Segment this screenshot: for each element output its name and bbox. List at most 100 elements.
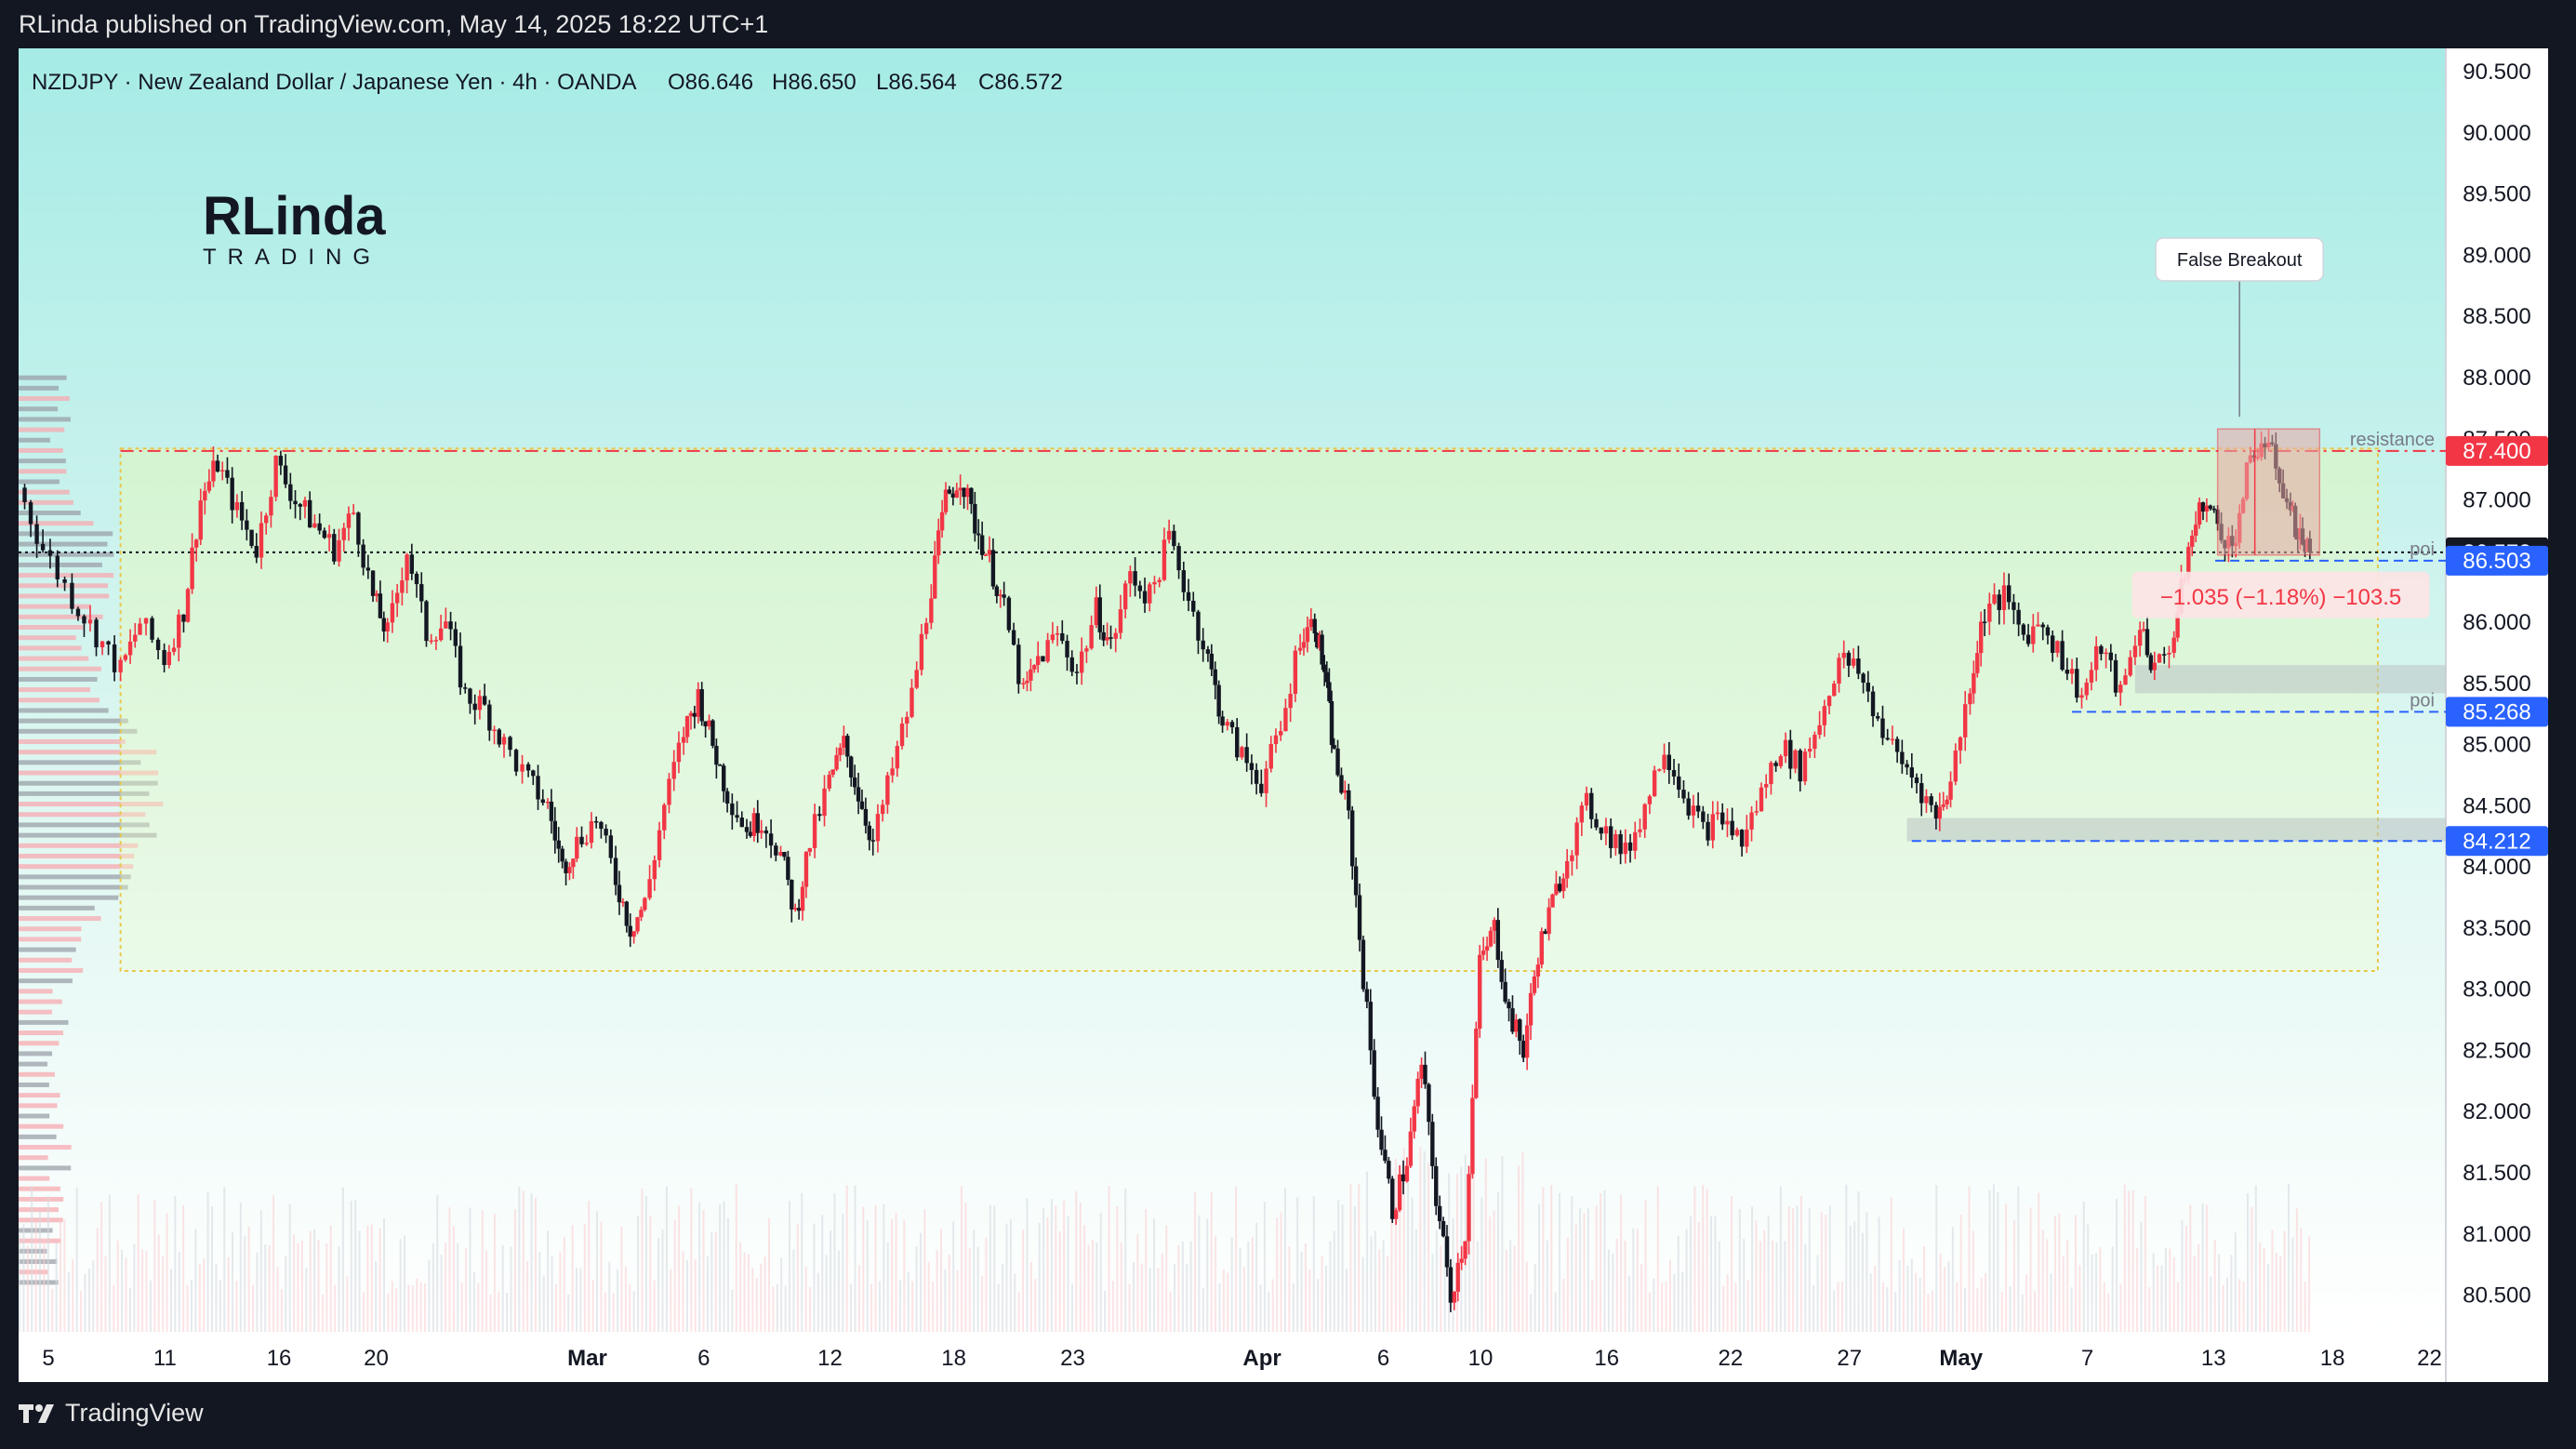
volume-bar (2259, 1242, 2262, 1332)
candle-body (803, 851, 809, 887)
volume-bar (419, 1282, 422, 1332)
volume-bar (2279, 1256, 2282, 1332)
volume-bar (1759, 1241, 1761, 1332)
volume-bar (2169, 1248, 2171, 1332)
candle-body (1079, 651, 1084, 673)
volume-bar (1653, 1278, 1655, 1332)
volume-bar (1746, 1280, 1749, 1332)
volume-bar (1816, 1255, 1819, 1332)
short-position-box[interactable] (2216, 428, 2321, 556)
candle-body (177, 614, 181, 648)
candle-body (82, 616, 86, 624)
candle-body (1029, 669, 1033, 681)
volume-bar (280, 1288, 283, 1332)
volume-bar (223, 1187, 226, 1332)
time-tick-label: 16 (1594, 1346, 1619, 1371)
candle-body (2016, 609, 2021, 625)
volume-bar (477, 1283, 480, 1332)
candle-body (1807, 749, 1812, 752)
volume-bar (1767, 1215, 1770, 1332)
volume-bar (2058, 1213, 2061, 1332)
volume-bar (186, 1284, 189, 1332)
volume-bar (1661, 1283, 1664, 1332)
price-axis[interactable]: 90.50090.00089.50089.00088.50088.00087.5… (2463, 60, 2530, 1308)
volume-bar (895, 1213, 897, 1332)
consolidation-range-box (119, 447, 2379, 972)
candle-body (127, 641, 133, 656)
volume-profile-bar (19, 1019, 69, 1025)
candle-body (556, 840, 561, 849)
volume-bar (1132, 1262, 1135, 1332)
volume-bar (600, 1221, 603, 1332)
candle-body (112, 644, 117, 672)
candle-body (1822, 706, 1827, 725)
candle-body (1905, 764, 1909, 768)
candle-body (973, 503, 977, 534)
volume-bar (1198, 1215, 1201, 1332)
candle-body (1666, 754, 1671, 771)
volume-bar (1014, 1273, 1016, 1332)
volume-bar (382, 1218, 385, 1332)
price-tick-label: 86.000 (2463, 610, 2530, 635)
candle-body (394, 592, 400, 604)
volume-bar (1002, 1263, 1004, 1332)
candle-body (1434, 1165, 1439, 1206)
measure-label-box[interactable] (2131, 571, 2430, 618)
volume-bar (1607, 1249, 1610, 1332)
volume-bar (743, 1252, 746, 1332)
price-tag-poi-upper (2446, 545, 2548, 576)
symbol-legend[interactable]: NZDJPY · New Zealand Dollar / Japanese Y… (32, 70, 1063, 95)
price-tick-label: 82.500 (2463, 1038, 2530, 1063)
candle-body (55, 555, 60, 580)
time-axis[interactable]: 5 11 16 20 Mar 6 12 18 23 Apr 6 10 16 22 27 May 7 13 18 22 (42, 1346, 2441, 1371)
candle-body (1293, 650, 1298, 695)
publish-header: RLinda published on TradingView.com, May… (0, 0, 2576, 48)
candle-body (1455, 1262, 1460, 1292)
candle-body (2045, 627, 2051, 636)
volume-bar (341, 1187, 344, 1332)
candle-body (1788, 739, 1793, 769)
volume-bar (1370, 1236, 1373, 1332)
legend-close: C86.572 (978, 70, 1063, 95)
candle-body (2211, 508, 2216, 511)
candle-body (337, 539, 341, 562)
volume-bar (1624, 1241, 1627, 1332)
annotation-callout[interactable] (2155, 237, 2324, 282)
candle-body (1142, 591, 1148, 604)
candle-body (895, 746, 900, 769)
volume-bar (1714, 1216, 1717, 1332)
candle-body (2204, 505, 2210, 512)
volume-profile-bar (19, 1051, 53, 1057)
price-tag-text-poi-lower: 85.268 (2463, 699, 2530, 724)
candle-body (1329, 700, 1334, 746)
volume-bar (821, 1215, 824, 1332)
candle-body (409, 554, 415, 574)
candle-body (424, 601, 429, 642)
volume-bar (612, 1293, 615, 1332)
level-label-poi-upper: poi (2410, 539, 2435, 560)
volume-bar (1435, 1230, 1438, 1332)
candle-body (1524, 1025, 1530, 1058)
candle-body (1383, 1150, 1388, 1162)
price-chart[interactable]: resistance poi poi False Breakout −1.035 (−… (0, 48, 2576, 1382)
legend-symbol[interactable]: NZDJPY · New Zealand Dollar / Japanese Y… (32, 70, 637, 95)
candle-body (1191, 600, 1196, 612)
tradingview-brand[interactable]: TradingView (19, 1399, 204, 1428)
candle-body (707, 720, 711, 727)
volume-bar (583, 1223, 586, 1332)
volume-bar (1915, 1272, 1918, 1332)
candle-body (1122, 583, 1128, 610)
volume-bar (571, 1225, 574, 1332)
candle-body (1623, 842, 1628, 855)
volume-bar (952, 1221, 955, 1332)
volume-bar (1820, 1211, 1823, 1332)
drawings-layer[interactable]: False Breakout −1.035 (−1.18%) −103.5 (2131, 237, 2430, 618)
candle-body (1900, 751, 1905, 764)
volume-bar (395, 1288, 398, 1332)
volume-bar (1366, 1171, 1369, 1332)
candle-body (1332, 745, 1336, 749)
candle-body (1347, 790, 1351, 811)
volume-bar (1779, 1186, 1782, 1332)
volume-bar (2263, 1247, 2265, 1332)
volume-profile-bar (19, 708, 109, 713)
